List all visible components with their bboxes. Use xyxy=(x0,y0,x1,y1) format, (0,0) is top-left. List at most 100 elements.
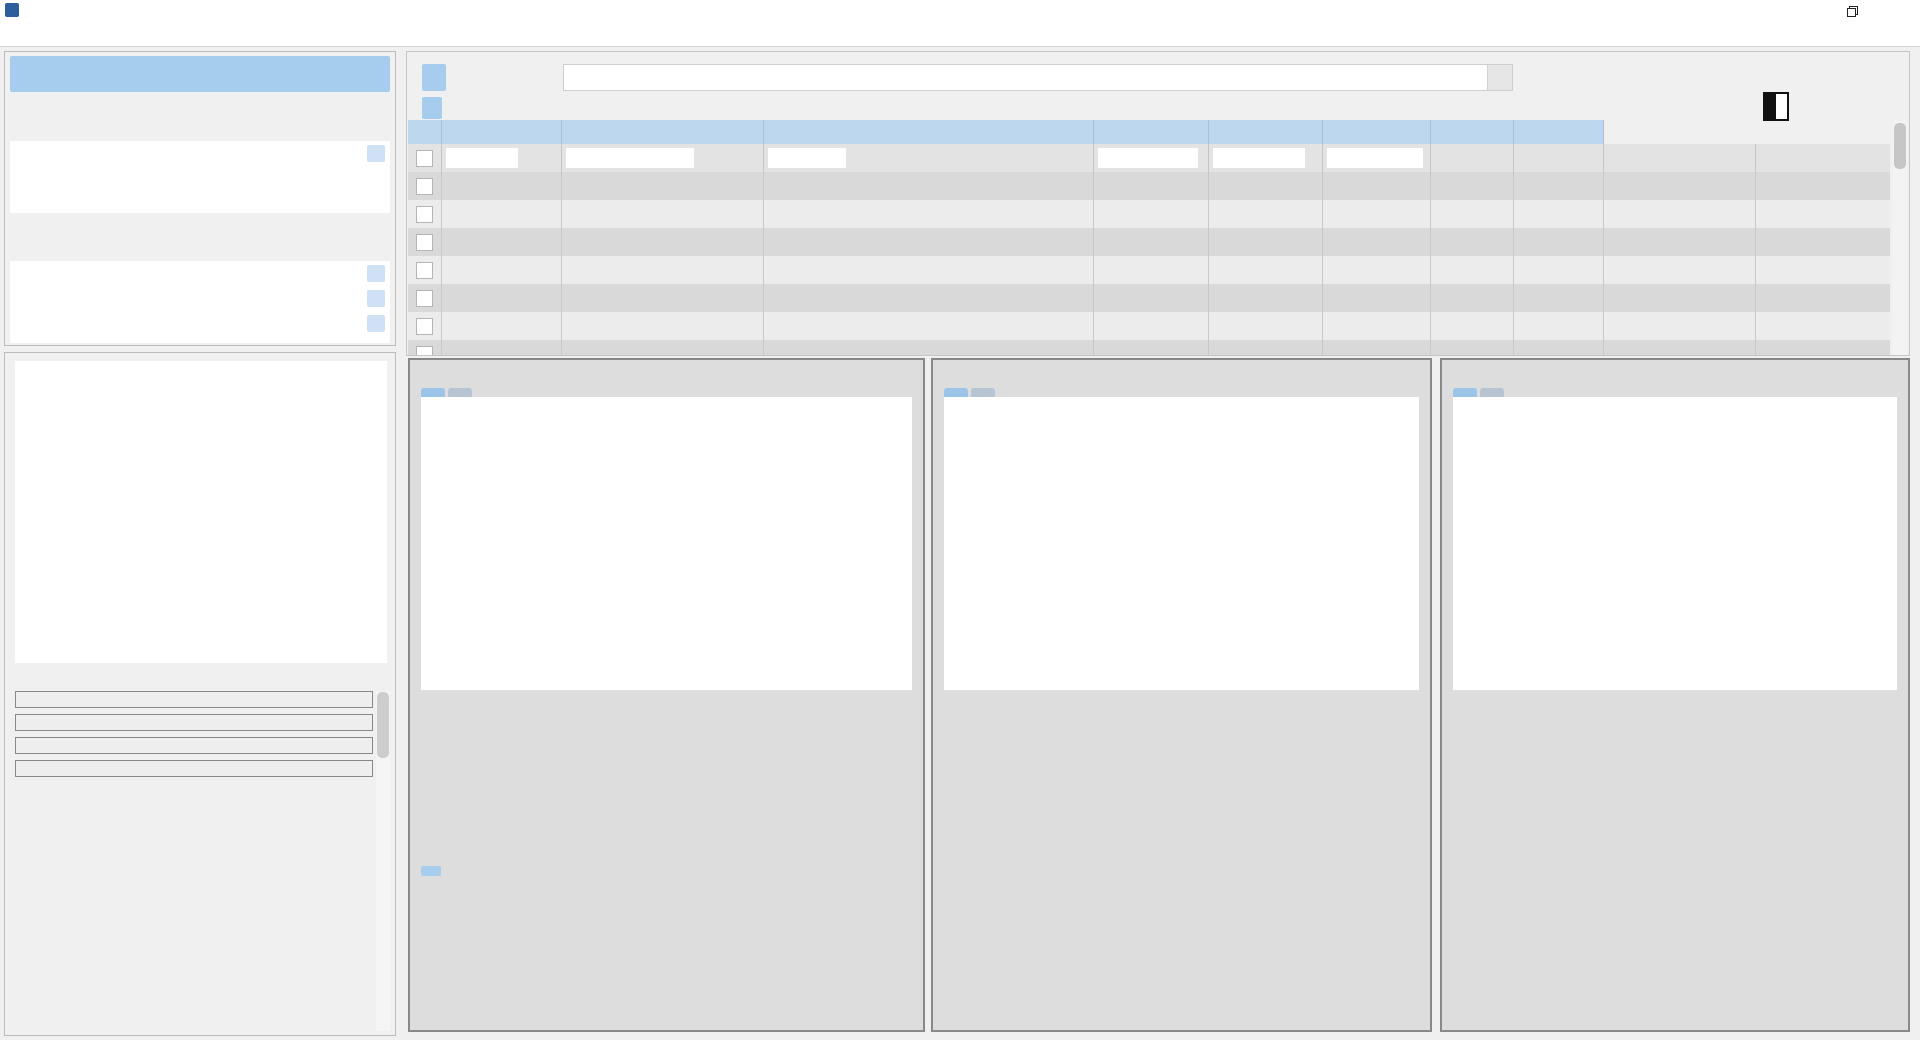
table-row[interactable] xyxy=(408,228,1890,256)
table-row[interactable] xyxy=(408,256,1890,284)
row-checkbox[interactable] xyxy=(416,345,433,355)
filter-input-stack-middle[interactable] xyxy=(1213,148,1305,168)
cell-part xyxy=(562,200,764,228)
clear-filters-button[interactable] xyxy=(422,97,442,119)
select-all-checkbox[interactable] xyxy=(416,149,433,167)
cell-part xyxy=(562,256,764,284)
statistics-list xyxy=(421,697,912,858)
row-checkbox[interactable] xyxy=(416,233,433,251)
dt-file-item[interactable] xyxy=(10,286,390,311)
reset-group-filter-button[interactable] xyxy=(422,64,446,91)
remove-ndt-file-button[interactable] xyxy=(367,145,385,162)
row-checkbox[interactable] xyxy=(416,289,433,307)
calculate-button[interactable] xyxy=(10,56,390,92)
cell-stack-front xyxy=(1094,284,1209,312)
table-row[interactable] xyxy=(408,284,1890,312)
filter-input-stack-front[interactable] xyxy=(1098,148,1198,168)
cell-stack-back xyxy=(1323,228,1431,256)
column-header-weld[interactable] xyxy=(764,120,1094,144)
scrollbar-thumb[interactable] xyxy=(377,692,389,758)
result-item[interactable] xyxy=(15,737,373,754)
filter-input-part[interactable] xyxy=(566,148,694,168)
column-header-stack-front[interactable] xyxy=(1094,120,1209,144)
algorithm-panels xyxy=(408,358,1910,1032)
remove-dt-file-button[interactable] xyxy=(367,290,385,307)
cell-weld xyxy=(764,256,1094,284)
column-header-empty xyxy=(1431,120,1514,144)
cell-stack-front xyxy=(1094,228,1209,256)
row-checkbox[interactable] xyxy=(416,317,433,335)
filter-input-inspection[interactable] xyxy=(446,148,518,168)
tab-statistics[interactable] xyxy=(944,388,968,397)
column-header-stack-back[interactable] xyxy=(1323,120,1431,144)
loaded-files-panel xyxy=(4,51,396,346)
result-list-scrollbar[interactable] xyxy=(376,691,390,1031)
logo-right xyxy=(1776,94,1787,119)
table-scrollbar[interactable] xyxy=(1893,121,1907,355)
close-button[interactable] xyxy=(1874,0,1920,20)
export-presets-button[interactable] xyxy=(421,866,441,876)
table-row[interactable] xyxy=(408,312,1890,340)
cell-inspection xyxy=(442,284,562,312)
table-row[interactable] xyxy=(408,172,1890,200)
result-item[interactable] xyxy=(15,691,373,708)
cell-stack-middle xyxy=(1209,228,1323,256)
table-row[interactable] xyxy=(408,340,1890,355)
tab-binary-classification[interactable] xyxy=(971,388,995,397)
panel-tabs xyxy=(1453,388,1897,397)
cell-part xyxy=(562,340,764,355)
result-item[interactable] xyxy=(15,714,373,731)
column-header-inspection[interactable] xyxy=(442,120,562,144)
cell-part xyxy=(562,228,764,256)
cell-inspection xyxy=(442,228,562,256)
filter-input-stack-back[interactable] xyxy=(1327,148,1423,168)
remove-dt-file-button[interactable] xyxy=(367,265,385,282)
cell-part xyxy=(562,312,764,340)
restore-icon xyxy=(1846,5,1858,17)
filter-input-weld[interactable] xyxy=(768,148,846,168)
algorithm-3-panel xyxy=(1440,358,1910,1032)
menu-bar xyxy=(0,20,1920,47)
cell-stack-middle xyxy=(1209,340,1323,355)
statistics-list xyxy=(944,697,1419,858)
dropdown-arrow-icon[interactable] xyxy=(1487,65,1512,90)
ndt-file-item[interactable] xyxy=(10,141,390,166)
cell-stack-back xyxy=(1323,172,1431,200)
tab-statistics[interactable] xyxy=(421,388,445,397)
cell-stack-front xyxy=(1094,340,1209,355)
table-filter-row xyxy=(408,144,1890,172)
column-header-stack-middle[interactable] xyxy=(1209,120,1323,144)
cell-stack-front xyxy=(1094,312,1209,340)
cell-stack-back xyxy=(1323,200,1431,228)
mapping-file-row xyxy=(14,217,28,232)
cell-inspection xyxy=(442,172,562,200)
group-filter-combobox[interactable] xyxy=(563,64,1513,91)
row-checkbox[interactable] xyxy=(416,177,433,195)
result-item[interactable] xyxy=(15,760,373,777)
tab-statistics[interactable] xyxy=(1453,388,1477,397)
tab-binary-classification[interactable] xyxy=(1480,388,1504,397)
scrollbar-thumb[interactable] xyxy=(1894,123,1906,169)
cell-stack-middle xyxy=(1209,256,1323,284)
cell-stack-back xyxy=(1323,312,1431,340)
maximize-button[interactable] xyxy=(1828,0,1874,20)
result-list xyxy=(15,691,373,1031)
cell-inspection xyxy=(442,312,562,340)
cell-stack-front xyxy=(1094,200,1209,228)
cell-stack-back xyxy=(1323,284,1431,312)
table-row[interactable] xyxy=(408,200,1890,228)
minimize-button[interactable] xyxy=(1782,0,1828,20)
cell-inspection xyxy=(442,256,562,284)
row-checkbox[interactable] xyxy=(416,261,433,279)
dt-file-item[interactable] xyxy=(10,261,390,286)
cell-stack-front xyxy=(1094,256,1209,284)
dt-file-item[interactable] xyxy=(10,311,390,336)
tab-binary-classification[interactable] xyxy=(448,388,472,397)
column-header-part[interactable] xyxy=(562,120,764,144)
row-checkbox[interactable] xyxy=(416,205,433,223)
logo-left xyxy=(1765,94,1776,119)
remove-dt-file-button[interactable] xyxy=(367,315,385,332)
panel-tabs xyxy=(421,388,912,397)
cell-weld xyxy=(764,284,1094,312)
